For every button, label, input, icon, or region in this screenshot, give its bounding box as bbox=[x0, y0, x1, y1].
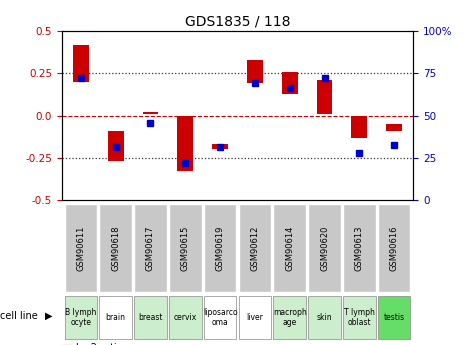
Text: GSM90616: GSM90616 bbox=[390, 226, 399, 271]
Title: GDS1835 / 118: GDS1835 / 118 bbox=[185, 14, 290, 29]
Text: T lymph
oblast: T lymph oblast bbox=[344, 308, 375, 327]
Text: log2 ratio: log2 ratio bbox=[76, 343, 123, 345]
Bar bbox=[238, 296, 271, 339]
Text: GSM90619: GSM90619 bbox=[216, 226, 225, 271]
Text: brain: brain bbox=[106, 313, 126, 322]
Bar bbox=[169, 296, 202, 339]
Bar bbox=[343, 296, 376, 339]
Bar bbox=[352, 116, 367, 138]
Bar bbox=[204, 205, 237, 292]
Bar bbox=[204, 296, 237, 339]
Bar bbox=[273, 296, 306, 339]
Bar bbox=[386, 124, 402, 131]
Text: macroph
age: macroph age bbox=[273, 308, 306, 327]
Bar bbox=[238, 205, 271, 292]
Bar bbox=[317, 80, 332, 114]
Bar bbox=[169, 205, 202, 292]
Text: GSM90618: GSM90618 bbox=[111, 226, 120, 271]
Bar bbox=[378, 296, 410, 339]
Bar bbox=[99, 296, 132, 339]
Bar bbox=[343, 205, 376, 292]
Bar bbox=[178, 116, 193, 171]
Bar bbox=[134, 205, 167, 292]
Text: GSM90614: GSM90614 bbox=[285, 226, 294, 271]
Bar bbox=[108, 131, 124, 161]
Text: GSM90612: GSM90612 bbox=[250, 226, 259, 271]
Text: GSM90620: GSM90620 bbox=[320, 226, 329, 271]
Bar bbox=[308, 296, 341, 339]
Bar bbox=[65, 296, 97, 339]
Text: GSM90611: GSM90611 bbox=[76, 226, 86, 271]
Text: cervix: cervix bbox=[174, 313, 197, 322]
Text: ■: ■ bbox=[62, 343, 72, 345]
Bar bbox=[378, 205, 410, 292]
Text: GSM90615: GSM90615 bbox=[181, 226, 190, 271]
Text: cell line: cell line bbox=[0, 311, 38, 321]
Text: liposarco
oma: liposarco oma bbox=[203, 308, 238, 327]
Text: GSM90613: GSM90613 bbox=[355, 226, 364, 271]
Bar bbox=[73, 45, 89, 82]
Bar bbox=[308, 205, 341, 292]
Bar bbox=[134, 296, 167, 339]
Bar bbox=[99, 205, 132, 292]
Bar bbox=[282, 72, 297, 93]
Bar bbox=[142, 112, 158, 114]
Text: B lymph
ocyte: B lymph ocyte bbox=[65, 308, 96, 327]
Text: testis: testis bbox=[383, 313, 405, 322]
Text: ▶: ▶ bbox=[45, 311, 53, 321]
Text: breast: breast bbox=[138, 313, 163, 322]
Bar bbox=[212, 144, 228, 149]
Bar bbox=[273, 205, 306, 292]
Bar bbox=[65, 205, 97, 292]
Text: liver: liver bbox=[247, 313, 263, 322]
Text: GSM90617: GSM90617 bbox=[146, 226, 155, 271]
Text: skin: skin bbox=[317, 313, 332, 322]
Bar bbox=[247, 60, 263, 83]
